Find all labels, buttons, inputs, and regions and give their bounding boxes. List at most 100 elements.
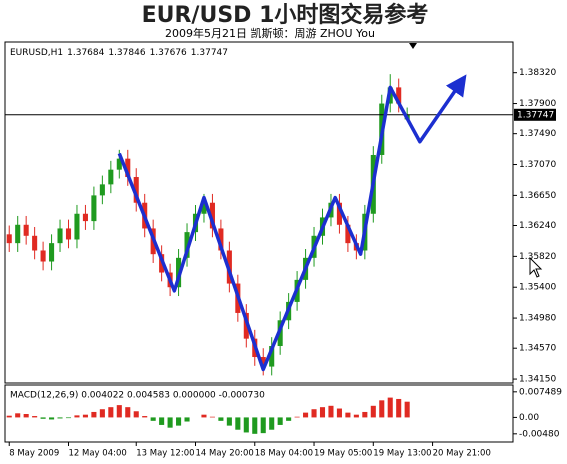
y-tick-label: 1.34980 [519, 314, 556, 324]
header-open: 1.37684 [67, 48, 104, 58]
y-tick-label: 0.007489 [519, 387, 562, 397]
candle-body [243, 312, 249, 339]
candle-body [6, 234, 12, 244]
macd-bar [32, 416, 38, 418]
macd-bar [108, 407, 114, 418]
cursor-icon [529, 256, 543, 278]
macd-bar [209, 416, 215, 418]
candle-body [91, 195, 97, 222]
macd-bar [15, 413, 21, 418]
macd-bar [23, 414, 29, 418]
y-tick-label: 1.37900 [519, 99, 556, 109]
candle-body [15, 224, 21, 244]
macd-bar [311, 409, 317, 418]
y-tick-label: 1.38320 [519, 68, 556, 78]
x-tick-label: 13 May 12:00 [136, 449, 194, 459]
x-tick-label: 8 May 2009 [9, 449, 59, 459]
x-tick-label: 20 May 21:00 [433, 449, 491, 459]
macd-frame [4, 384, 514, 443]
macd-bar [370, 405, 376, 418]
macd-bar [91, 411, 97, 418]
macd-bar [176, 417, 182, 426]
macd-bar [159, 417, 165, 425]
macd-bar [243, 417, 249, 433]
candle-body [65, 228, 72, 240]
candle-body [336, 202, 342, 225]
candle-body [184, 232, 190, 258]
y-tick-label: 1.34570 [519, 344, 556, 354]
candle-body [40, 250, 46, 262]
macd-bar [303, 412, 309, 418]
macd-bar [252, 417, 258, 434]
candle-body [201, 202, 207, 214]
macd-bar [99, 409, 105, 418]
macd-bar [286, 417, 292, 421]
candle-body [99, 184, 105, 196]
macd-bar [142, 416, 148, 418]
candle-body [260, 357, 266, 367]
macd-bar [379, 400, 385, 418]
macd-bar [6, 415, 12, 418]
candle-body [133, 177, 139, 203]
macd-bar [150, 417, 156, 421]
macd-bar [294, 416, 300, 418]
subtitle: 2009年5月21日 凯斯顿：周游 ZHOU You [165, 26, 375, 40]
macd-bar [184, 417, 190, 422]
macd-bar [353, 414, 359, 418]
macd-bar [260, 417, 266, 434]
macd-bar [74, 415, 80, 418]
candle-body [125, 158, 131, 178]
y-tick-label: 1.35400 [519, 283, 556, 293]
macd-bar [362, 411, 368, 418]
macd-bar [218, 417, 224, 421]
candle-body [108, 169, 114, 185]
candle-body [209, 202, 215, 229]
x-tick-label: 14 May 20:00 [196, 449, 254, 459]
candle-body [74, 213, 80, 240]
y-tick-label: 0.00 [519, 413, 539, 423]
candle-body [396, 87, 402, 104]
macd-bar [277, 417, 283, 425]
trend-annotation [117, 74, 467, 372]
macd-header: MACD(12,26,9) 0.004022 0.004583 0.000000… [10, 391, 265, 401]
y-tick-label: 1.37070 [519, 160, 556, 170]
macd-bar [336, 408, 342, 418]
y-tick-label: -0.00480 [519, 429, 560, 439]
macd-bar [116, 405, 122, 418]
macd-bar [404, 401, 410, 418]
macd-bar [345, 412, 351, 418]
macd-bar [201, 414, 207, 418]
y-tick-label: 1.36650 [519, 191, 556, 201]
macd-bar [40, 417, 46, 419]
x-tick-label: 12 May 04:00 [69, 449, 127, 459]
macd-bar [167, 417, 173, 428]
header-close: 1.37747 [191, 48, 228, 58]
candle-body [82, 213, 88, 222]
macd-bar [82, 414, 88, 418]
candle-body [218, 228, 224, 251]
macd-bar [65, 417, 72, 419]
x-tick-label: 19 May 13:00 [373, 449, 431, 459]
y-tick-label: 1.36240 [519, 221, 556, 231]
macd-bar [396, 398, 402, 418]
macd-bar [328, 405, 334, 418]
macd-bar [226, 417, 232, 426]
candle-body [23, 224, 29, 236]
macd-bar [57, 417, 63, 419]
candle-body [269, 346, 275, 367]
candle-body [49, 243, 55, 262]
y-tick-label: 1.34150 [519, 375, 556, 385]
shift-marker [409, 43, 417, 49]
current-price-label: 1.37747 [517, 110, 554, 120]
header-high: 1.37846 [108, 48, 145, 58]
macd-bar [319, 407, 326, 418]
macd-bar [49, 417, 55, 420]
macd-bar [125, 407, 131, 418]
candle-body [57, 228, 63, 244]
candle-body [32, 235, 38, 251]
current-price-box [514, 108, 556, 121]
macd-bar [235, 417, 241, 430]
x-tick-label: 18 May 04:00 [255, 449, 313, 459]
